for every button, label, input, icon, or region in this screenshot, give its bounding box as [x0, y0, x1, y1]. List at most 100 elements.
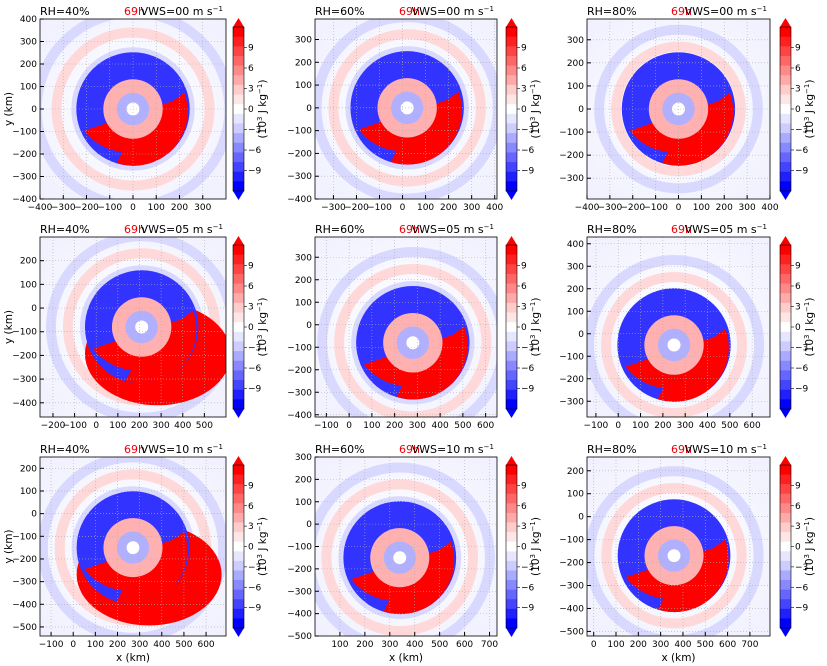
colorbar-segment	[233, 65, 244, 76]
x-tick-label: 400	[153, 640, 170, 650]
colorbar-segment	[780, 589, 791, 600]
colorbar-arrow-top	[780, 18, 791, 27]
colorbar-tick-label: 9	[248, 262, 254, 272]
colorbar-segment	[780, 341, 791, 352]
colorbar-arrow-bottom	[506, 628, 517, 637]
time-label: 69h	[399, 5, 420, 18]
colorbar-segment	[233, 370, 244, 381]
colorbar-segment	[780, 55, 791, 67]
colorbar-segment	[506, 541, 517, 552]
colorbar-segment	[506, 133, 517, 144]
colorbar-tick-label: −6	[795, 146, 809, 156]
y-tick-label: 300	[20, 38, 37, 48]
colorbar-segment	[506, 273, 517, 285]
colorbar-segment	[233, 331, 244, 342]
colorbar-tick-label: −9	[248, 385, 262, 395]
colorbar-segment	[233, 551, 244, 562]
outer-band	[40, 457, 226, 636]
colorbar-segment	[780, 254, 791, 265]
colorbar-segment	[780, 133, 791, 144]
colorbar-tick-label: −9	[795, 385, 809, 395]
y-tick-label: −500	[559, 627, 584, 637]
x-tick-label: −100	[643, 203, 668, 213]
colorbar-segment	[506, 560, 517, 571]
colorbar-segment	[233, 532, 244, 543]
colorbar-tick-label: 9	[795, 262, 801, 272]
colorbar-segment	[780, 618, 791, 629]
y-tick-label: 0	[578, 513, 584, 523]
y-tick-label: −100	[559, 128, 584, 138]
y-tick-label: −300	[12, 173, 37, 183]
x-tick-label: 600	[719, 640, 736, 650]
colorbar-tick-label: −6	[795, 583, 809, 593]
y-tick-label: −100	[12, 532, 37, 542]
axes-frame	[314, 18, 498, 200]
colorbar-tick-label: 3	[795, 522, 801, 532]
panel-3: −400−300−200−100 0 100 200 300 4003002001000−…	[559, 5, 779, 213]
x-tick-label: 500	[431, 640, 448, 650]
colorbar-segment	[780, 104, 791, 115]
colorbar-segment	[233, 75, 244, 86]
colorbar-tick-label: −9	[795, 604, 809, 614]
axes-frame	[586, 456, 771, 637]
vws-label: VWS=00 m s−1	[685, 5, 767, 18]
x-tick-label: 0	[130, 203, 136, 213]
colorbar-tick-label: 0	[248, 323, 254, 333]
colorbar-segment	[233, 162, 244, 173]
x-tick-label: 0	[676, 203, 682, 213]
colorbar-tick-label: −3	[521, 126, 534, 136]
colorbar-tick-label: −6	[795, 364, 809, 374]
colorbar-segment	[506, 341, 517, 352]
vws-label: VWS=00 m s−1	[412, 5, 494, 18]
x-tick-label: −300	[598, 203, 623, 213]
colorbar: 9 6 3 0 −3 −6 −9 (103 J kg−1)	[779, 18, 816, 200]
y-tick-label: −100	[287, 127, 312, 137]
colorbar-tick-label: 6	[521, 64, 527, 74]
colorbar-segment	[780, 570, 791, 581]
colorbar-tick-label: 0	[521, 105, 527, 115]
colorbar-segment	[506, 351, 517, 362]
panel-1: −400−300−200−100 0 100 200 3004003002001000−…	[3, 5, 227, 213]
y-tick-label: −300	[12, 375, 37, 385]
y-tick-label: −500	[12, 623, 37, 633]
colorbar-tick-label: 9	[521, 262, 527, 272]
colorbar-segment	[506, 293, 517, 304]
y-tick-label: −200	[287, 149, 312, 159]
colorbar-segment	[233, 341, 244, 352]
colorbar-arrow-top	[506, 236, 517, 245]
colorbar-tick-label: 3	[795, 303, 801, 313]
y-tick-label: −100	[559, 536, 584, 546]
x-axis-label: x (km)	[661, 652, 695, 664]
colorbar-label: (103 J kg−1)	[803, 517, 816, 576]
axes-frame	[39, 456, 227, 637]
outer-band	[587, 466, 764, 636]
colorbar-segment	[780, 399, 791, 410]
colorbar-segment	[506, 618, 517, 629]
x-tick-label: 200	[109, 640, 126, 650]
colorbar-segment	[233, 389, 244, 400]
colorbar-tick-label: −9	[248, 604, 262, 614]
y-tick-label: −200	[287, 565, 312, 575]
colorbar: 9 6 3 0 −3 −6 −9 (103 J kg−1)	[779, 236, 816, 418]
colorbar-segment	[780, 484, 791, 495]
y-tick-label: 300	[295, 453, 312, 463]
time-label: 69h	[124, 443, 145, 456]
colorbar-segment	[506, 312, 517, 323]
colorbar-segment	[233, 104, 244, 115]
colorbar-segment	[506, 55, 517, 67]
colorbar-segment	[233, 522, 244, 533]
colorbar-segment	[233, 322, 244, 333]
y-tick-label: −100	[12, 328, 37, 338]
colorbar-tick-label: 0	[795, 323, 801, 333]
outer-band	[601, 483, 747, 629]
x-tick-label: 100	[109, 421, 126, 431]
colorbar-segment	[506, 254, 517, 265]
colorbar-label: (103 J kg−1)	[803, 298, 816, 357]
vws-label: VWS=05 m s−1	[685, 223, 767, 236]
colorbar-segment	[506, 465, 517, 476]
colorbar-segment	[780, 532, 791, 543]
colorbar-segment	[780, 360, 791, 371]
y-tick-label: 100	[20, 487, 37, 497]
colorbar-tick-label: −3	[795, 344, 808, 354]
outer-band	[315, 462, 495, 636]
